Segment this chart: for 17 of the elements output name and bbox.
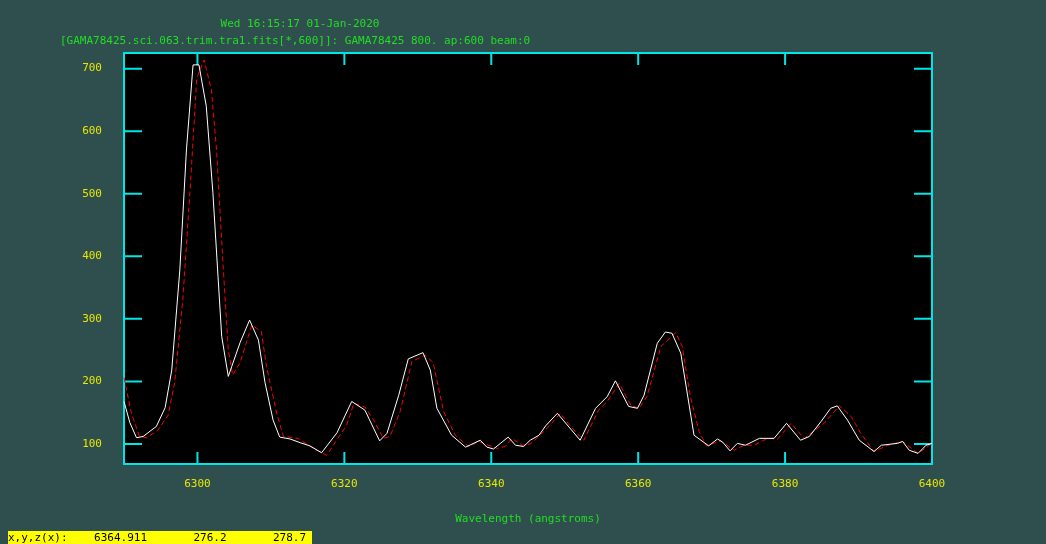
x-tick-label: 6380 — [771, 477, 799, 491]
x-tick-label: 6360 — [624, 477, 652, 491]
y-tick-label: 100 — [82, 436, 102, 450]
x-tick-label: 6340 — [478, 477, 505, 491]
x-tick-label: 6300 — [184, 477, 211, 491]
chart-subtitle: [GAMA78425.sci.063.trim.tra1.fits[*,600]]: GAMA78425 800. ap:600 beam:0 — [60, 34, 531, 47]
x-axis-title: Wavelength (angstroms) — [455, 512, 601, 526]
x-tick-label: 6400 — [918, 477, 946, 491]
y-tick-label: 400 — [82, 249, 102, 263]
y-tick-label: 200 — [82, 374, 102, 388]
text: x,y,z(x): 6364.911 276.2 278.7 — [8, 531, 313, 544]
y-tick-label: 500 — [82, 186, 102, 200]
y-tick-label: 300 — [82, 311, 102, 325]
y-tick-label: 700 — [82, 61, 102, 75]
y-tick-label: 600 — [82, 124, 102, 138]
chart-title: Wed 16:15:17 01-Jan-2020 — [219, 17, 381, 30]
x-tick-label: 6320 — [331, 477, 358, 491]
